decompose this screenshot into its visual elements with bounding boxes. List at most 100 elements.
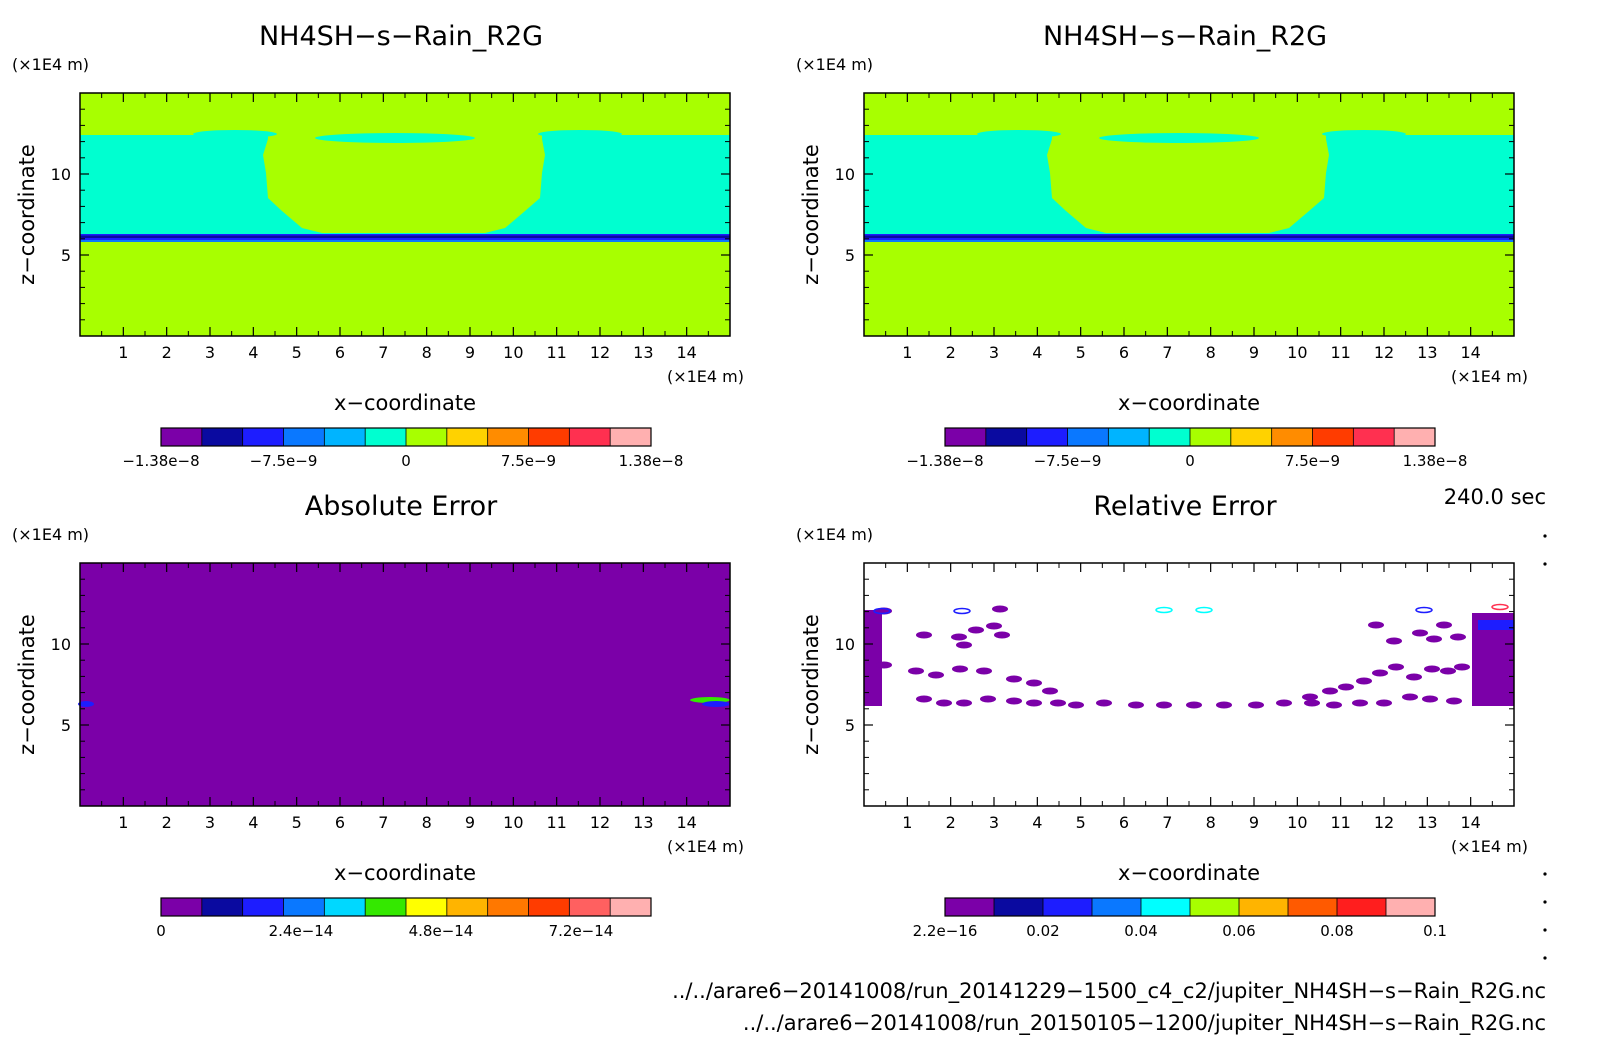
x-tick-label: 10 (1287, 813, 1307, 832)
field-lens (977, 130, 1061, 138)
y-unit-label: (×1E4 m) (12, 525, 89, 544)
x-tick-label: 3 (205, 343, 215, 362)
field-error-blob (1440, 667, 1456, 675)
field-error-blob (908, 667, 924, 675)
colorbar-label: 0.02 (1026, 922, 1059, 940)
field-error-blob (968, 626, 984, 634)
x-tick-label: 1 (902, 813, 912, 832)
x-tick-label: 13 (1417, 343, 1437, 362)
x-axis-label: x−coordinate (1118, 861, 1260, 885)
colorbar-label: 2.2e−16 (913, 922, 978, 940)
field-error-blob (994, 631, 1010, 639)
colorbar-swatch (283, 898, 325, 916)
y-tick-label: 10 (835, 635, 855, 654)
x-tick-label: 3 (989, 813, 999, 832)
colorbar-swatch (1190, 428, 1232, 446)
colorbar-swatch (446, 428, 489, 446)
x-tick-label: 14 (1460, 813, 1480, 832)
y-tick-label: 10 (835, 165, 855, 184)
field-region-cyan (80, 135, 730, 238)
colorbar-swatch (1149, 428, 1191, 446)
field-lens (1099, 133, 1259, 143)
x-tick-label: 11 (546, 813, 566, 832)
colorbar-label: 0.08 (1320, 922, 1353, 940)
colorbar-swatch (994, 898, 1044, 916)
field-contour-ring (1491, 603, 1509, 611)
x-unit-label: (×1E4 m) (667, 367, 744, 386)
x-tick-label: 6 (1119, 343, 1129, 362)
colorbar-swatch (406, 898, 448, 916)
margin-dot (1543, 534, 1547, 538)
x-tick-label: 4 (1032, 813, 1042, 832)
field-error-blob (916, 695, 932, 703)
y-tick-label: 10 (51, 635, 71, 654)
colorbar-swatch (1353, 428, 1395, 446)
y-tick-label: 5 (845, 716, 855, 735)
field-error-blob (936, 699, 952, 707)
field-error-blob (1304, 699, 1320, 707)
colorbar-label: 4.8e−14 (409, 922, 474, 940)
field-contour-ring (873, 607, 891, 615)
x-tick-label: 12 (1374, 813, 1394, 832)
footer-file-path-2: ../../arare6−20141008/run_20150105−1200/… (743, 1011, 1546, 1036)
margin-dot (1543, 872, 1547, 876)
field-error-blob (916, 631, 932, 639)
colorbar-label: 0.06 (1222, 922, 1255, 940)
x-tick-label: 7 (1162, 343, 1172, 362)
field-error-blob (1402, 693, 1418, 701)
panel-title: Absolute Error (305, 491, 498, 522)
field-edge-column (1478, 620, 1514, 630)
x-tick-label: 8 (1206, 813, 1216, 832)
x-tick-label: 1 (118, 813, 128, 832)
colorbar-swatch (945, 428, 987, 446)
colorbar-swatch (324, 428, 366, 446)
x-tick-label: 6 (1119, 813, 1129, 832)
field-error-blob (1352, 699, 1368, 707)
colorbar-swatch (1386, 898, 1436, 916)
colorbar-label: −7.5e−9 (250, 452, 318, 470)
y-unit-label: (×1E4 m) (12, 55, 89, 74)
field-error-blob (876, 661, 892, 669)
x-tick-label: 6 (335, 813, 345, 832)
field-error-blob (1096, 699, 1112, 707)
panel-top-left: NH4SH−s−Rain_R2G(×1E4 m)1 2 3 4 5 6 7 8 9 10 11 12 1… (12, 21, 744, 470)
x-tick-label: 4 (248, 343, 258, 362)
field-edge-column (864, 610, 882, 706)
colorbar-swatch (569, 428, 611, 446)
colorbar-swatch (1239, 898, 1289, 916)
colorbar-swatch (201, 428, 244, 446)
field-error-blob (1450, 633, 1466, 641)
x-tick-label: 12 (590, 343, 610, 362)
field-error-blob (1186, 701, 1202, 709)
x-tick-label: 14 (676, 343, 696, 362)
y-axis-label: z−coordinate (799, 144, 823, 285)
x-tick-label: 9 (465, 343, 475, 362)
x-unit-label: (×1E4 m) (1451, 837, 1528, 856)
colorbar-swatch (487, 898, 529, 916)
field-error-blob (952, 665, 968, 673)
x-unit-label: (×1E4 m) (1451, 367, 1528, 386)
colorbar-swatch (1108, 428, 1150, 446)
field-error-blob (986, 622, 1002, 630)
colorbar-swatch (945, 898, 995, 916)
x-tick-label: 2 (162, 343, 172, 362)
field-band-edge (80, 240, 730, 242)
colorbar-swatch (1190, 898, 1240, 916)
field-error-blob (1388, 663, 1404, 671)
field-region-cyan (864, 135, 1514, 238)
field-error-blob (1006, 697, 1022, 705)
x-tick-label: 12 (1374, 343, 1394, 362)
x-tick-label: 6 (335, 343, 345, 362)
field-error-blob (951, 633, 967, 641)
colorbar-swatch (569, 898, 611, 916)
x-tick-label: 8 (422, 343, 432, 362)
x-tick-label: 14 (1460, 343, 1480, 362)
y-axis-label: z−coordinate (799, 614, 823, 755)
footer-file-path-1: ../../arare6−20141008/run_20141229−1500_… (672, 979, 1546, 1004)
colorbar-swatch (1312, 428, 1354, 446)
colorbar-swatch (1394, 428, 1436, 446)
field-error-blob (1026, 679, 1042, 687)
colorbar-swatch (1271, 428, 1313, 446)
panel-bottom-right: Relative Error(×1E4 m)1 2 3 4 5 6 7 8 9 10 11 12 13 1… (796, 491, 1528, 940)
field-band-navy (864, 235, 1514, 238)
